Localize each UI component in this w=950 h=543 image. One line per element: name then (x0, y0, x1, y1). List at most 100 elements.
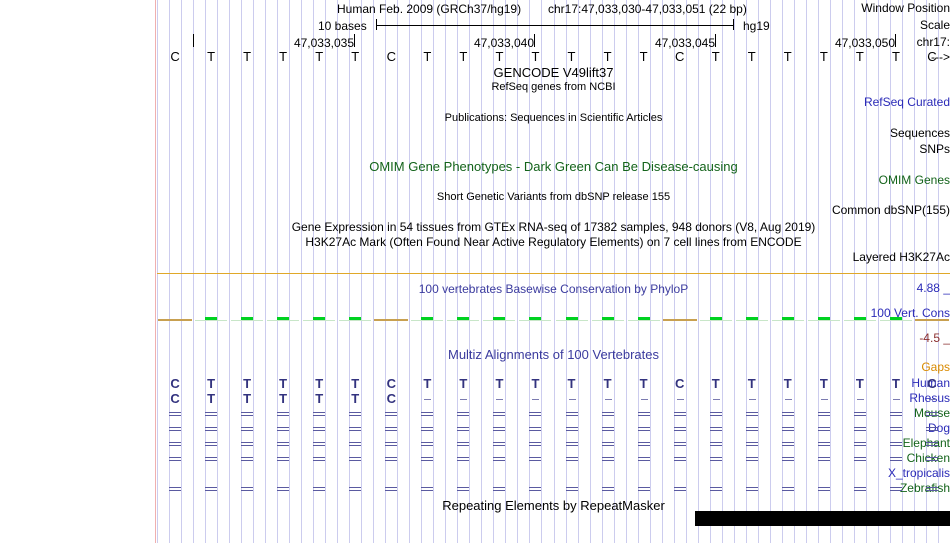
alignment-equals-mark (385, 445, 397, 446)
conservation-bar (277, 317, 289, 320)
alignment-base: C (170, 391, 180, 406)
sequence-base: T (639, 49, 648, 64)
species-label-zebrafish[interactable]: Zebrafish (899, 481, 950, 495)
alignment-equals-mark (205, 445, 217, 446)
conservation-zero-line (735, 320, 768, 321)
alignment-equals-mark (529, 427, 541, 428)
alignment-equals-mark (457, 490, 469, 491)
alignment-equals-mark (385, 490, 397, 491)
alignment-equals-mark (277, 457, 289, 458)
alignment-equals-mark (421, 487, 433, 488)
species-label-human[interactable]: Human (911, 376, 950, 390)
repeatmasker-feature-bar[interactable] (695, 511, 950, 526)
ruler-tick (895, 34, 896, 47)
conservation-bar (205, 317, 217, 320)
alignment-equals-mark (674, 460, 686, 461)
alignment-equals-mark (746, 415, 758, 416)
sequence-base: T (495, 49, 504, 64)
alignment-equals-mark (638, 457, 650, 458)
sequence-base: T (711, 49, 720, 64)
alignment-equals-mark (782, 460, 794, 461)
conservation-zero-line (483, 320, 516, 321)
alignment-base: T (639, 376, 648, 391)
alignment-equals-mark (277, 415, 289, 416)
alignment-equals-mark (385, 430, 397, 431)
alignment-equals-mark (349, 487, 361, 488)
alignment-base: C (170, 376, 180, 391)
alignment-base: C (927, 376, 937, 391)
alignment-equals-mark (169, 457, 181, 458)
alignment-equals-mark (854, 430, 866, 431)
scalebar-left-cap (376, 19, 377, 30)
sequence-base: T (459, 49, 468, 64)
conservation-bar (493, 317, 505, 320)
alignment-gap-dash (605, 399, 612, 400)
conservation-zero-line (339, 320, 372, 321)
alignment-equals-mark (241, 445, 253, 446)
alignment-equals-mark (277, 445, 289, 446)
ruler-tick (715, 34, 716, 47)
conservation-min-label: -4.5 _ (919, 331, 950, 345)
refseq-curated-label[interactable]: RefSeq Curated (863, 95, 950, 109)
repeatmasker-track-title: Repeating Elements by RepeatMasker (442, 498, 665, 513)
sequence-base: T (279, 49, 288, 64)
alignment-equals-mark (529, 445, 541, 446)
alignment-equals-mark (710, 427, 722, 428)
species-label-mouse[interactable]: Mouse (913, 406, 950, 420)
alignment-gap-dash (893, 399, 900, 400)
omim-genes-label[interactable]: OMIM Genes (878, 173, 950, 187)
alignment-equals-mark (926, 442, 938, 443)
species-label-chicken[interactable]: Chicken (906, 451, 950, 465)
alignment-base: T (351, 391, 360, 406)
alignment-equals-mark (926, 487, 938, 488)
conservation-bar (313, 317, 325, 320)
alignment-gap-dash (569, 399, 576, 400)
alignment-gap-dash (496, 399, 503, 400)
sequence-base: T (243, 49, 252, 64)
alignment-equals-mark (421, 442, 433, 443)
scalebar-right-cap (733, 19, 734, 30)
species-label-rhesus[interactable]: Rhesus (909, 391, 950, 405)
layered-h3k27ac-label[interactable]: Layered H3K27Ac (852, 250, 950, 264)
alignment-equals-mark (277, 442, 289, 443)
alignment-equals-mark (349, 427, 361, 428)
species-label-elephant[interactable]: Elephant (902, 436, 950, 450)
alignment-equals-mark (746, 430, 758, 431)
alignment-equals-mark (566, 412, 578, 413)
gaps-label[interactable]: Gaps (921, 360, 950, 374)
alignment-equals-mark (890, 445, 902, 446)
alignment-equals-mark (385, 460, 397, 461)
alignment-equals-mark (313, 412, 325, 413)
snps-label[interactable]: SNPs (919, 142, 950, 156)
alignment-equals-mark (241, 460, 253, 461)
sequence-base: T (819, 49, 828, 64)
alignment-base: T (279, 376, 288, 391)
alignment-equals-mark (241, 490, 253, 491)
conservation-bar (890, 317, 902, 320)
alignment-equals-mark (602, 457, 614, 458)
conservation-bar (746, 317, 758, 320)
sequence-base: T (783, 49, 792, 64)
alignment-equals-mark (313, 445, 325, 446)
alignment-equals-mark (566, 430, 578, 431)
alignment-equals-mark (602, 430, 614, 431)
alignment-equals-mark (277, 430, 289, 431)
common-dbsnp-label[interactable]: Common dbSNP(155) (831, 203, 950, 217)
alignment-equals-mark (169, 412, 181, 413)
alignment-equals-mark (169, 490, 181, 491)
alignment-equals-mark (818, 445, 830, 446)
alignment-equals-mark (313, 427, 325, 428)
sequences-label[interactable]: Sequences (889, 126, 950, 140)
alignment-equals-mark (566, 487, 578, 488)
alignment-gap-dash (821, 399, 828, 400)
species-label-dog[interactable]: Dog (927, 421, 950, 435)
species-label-x_tropicalis[interactable]: X_tropicalis (887, 466, 950, 480)
alignment-equals-mark (169, 442, 181, 443)
alignment-equals-mark (890, 490, 902, 491)
conservation-bar (710, 317, 722, 320)
conservation-gap-marker (662, 319, 697, 321)
alignment-equals-mark (746, 490, 758, 491)
alignment-equals-mark (674, 415, 686, 416)
alignment-equals-mark (854, 427, 866, 428)
